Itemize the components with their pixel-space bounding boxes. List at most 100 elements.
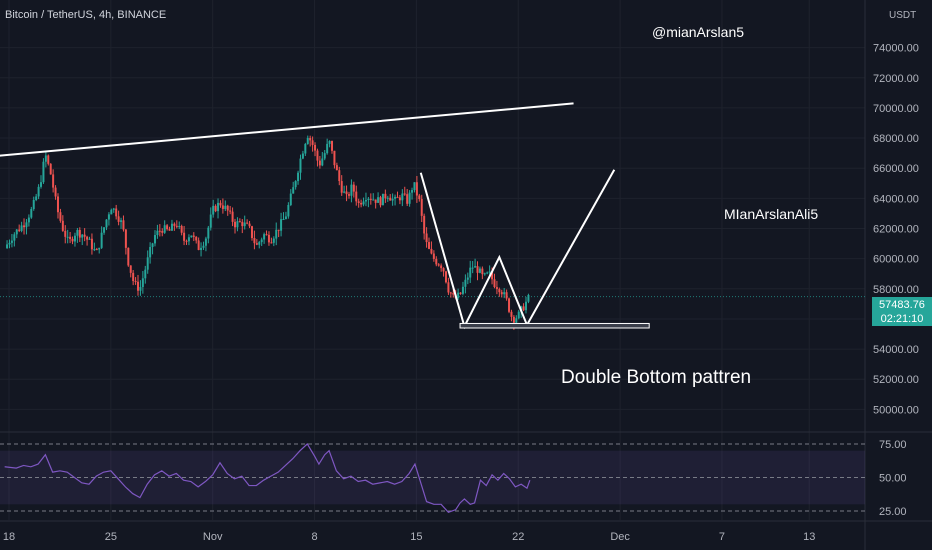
candle-body-53 [134, 281, 137, 283]
candle-body-186 [457, 292, 460, 299]
candle-body-27 [71, 238, 74, 242]
candle-body-6 [20, 225, 23, 231]
candle-body-147 [362, 201, 365, 205]
candle-body-101 [250, 226, 253, 239]
candle-body-213 [522, 306, 525, 311]
candle-body-174 [428, 242, 431, 249]
candle-body-83 [207, 227, 210, 239]
candle-body-104 [258, 242, 261, 245]
candle-body-173 [425, 233, 428, 243]
price-tick-label-2: 54000.00 [873, 344, 919, 356]
time-tick-label-5: 22 [512, 531, 524, 543]
price-tick-label-1: 52000.00 [873, 374, 919, 386]
candle-body-175 [430, 248, 433, 254]
candle-body-177 [435, 258, 438, 265]
candle-body-8 [25, 222, 28, 228]
candle-body-114 [282, 219, 285, 221]
time-tick-label-2: Nov [203, 531, 223, 543]
candle-body-149 [367, 198, 370, 201]
time-tick-label-1: 25 [105, 531, 117, 543]
price-tick-label-8: 66000.00 [873, 163, 919, 175]
candles [6, 135, 530, 330]
candle-body-7 [23, 225, 26, 228]
candle-body-65 [163, 225, 166, 233]
candle-body-204 [500, 292, 503, 295]
candle-body-44 [112, 208, 115, 210]
candle-body-4 [15, 229, 18, 235]
candle-body-74 [185, 240, 188, 242]
candle-body-50 [127, 247, 130, 266]
candle-body-121 [299, 158, 302, 173]
candle-body-132 [326, 143, 329, 154]
candle-body-210 [515, 318, 518, 323]
candle-body-117 [289, 193, 292, 206]
candle-countdown: 02:21:10 [880, 313, 924, 325]
candle-body-202 [495, 287, 498, 290]
candle-body-135 [333, 150, 336, 166]
candle-body-52 [132, 272, 135, 282]
candle-body-20 [54, 187, 57, 197]
candle-body-119 [294, 181, 297, 188]
candle-body-64 [161, 231, 164, 233]
candle-body-118 [292, 187, 295, 194]
time-tick-label-3: 8 [311, 531, 317, 543]
candle-body-116 [287, 205, 290, 217]
candle-body-25 [66, 236, 69, 238]
candle-body-51 [129, 265, 132, 273]
candle-body-90 [224, 205, 227, 209]
candle-body-124 [306, 138, 309, 144]
candle-body-37 [95, 249, 98, 251]
double-bottom-drawing [419, 169, 616, 330]
candle-body-128 [316, 150, 319, 161]
candle-body-190 [466, 277, 469, 280]
pattern-label: Double Bottom pattren [561, 367, 752, 388]
candle-body-115 [284, 216, 287, 220]
price-tick-label-0: 50000.00 [873, 404, 919, 416]
candle-body-85 [212, 205, 215, 215]
candle-body-179 [440, 265, 443, 269]
candle-body-207 [508, 298, 511, 312]
candle-body-109 [270, 242, 273, 244]
candle-body-200 [491, 271, 494, 280]
candle-body-159 [391, 198, 394, 201]
candle-body-133 [328, 141, 331, 144]
candle-body-145 [357, 201, 360, 203]
candle-body-23 [61, 220, 64, 231]
candle-body-195 [478, 268, 481, 273]
candle-body-141 [347, 194, 350, 196]
candle-body-209 [512, 316, 515, 323]
time-tick-label-0: 18 [3, 531, 15, 543]
candle-body-112 [277, 229, 280, 231]
price-axis-unit[interactable]: USDT [889, 10, 917, 21]
time-tick-label-6: Dec [610, 531, 630, 543]
candle-body-189 [464, 279, 467, 287]
candle-body-45 [115, 208, 118, 217]
candle-body-36 [93, 249, 96, 251]
candle-body-77 [192, 235, 195, 237]
candle-body-88 [219, 202, 222, 206]
candle-body-66 [166, 225, 169, 230]
candle-body-180 [442, 268, 445, 272]
rsi-band [0, 450, 865, 505]
candle-body-215 [527, 294, 530, 302]
candle-body-68 [170, 223, 173, 231]
candle-body-63 [158, 230, 161, 232]
candle-body-5 [18, 229, 21, 231]
candle-body-1 [8, 242, 11, 245]
candle-body-214 [525, 301, 528, 311]
candle-body-155 [381, 193, 384, 206]
candle-body-113 [280, 219, 283, 231]
rsi-tick-label-0: 25.00 [879, 506, 907, 518]
candle-body-100 [248, 223, 251, 227]
candle-body-54 [137, 281, 140, 291]
candle-body-187 [459, 292, 462, 294]
candle-body-143 [352, 184, 355, 192]
candle-body-167 [411, 190, 414, 193]
time-tick-label-4: 15 [410, 531, 422, 543]
candle-body-211 [517, 311, 520, 319]
candle-body-125 [309, 138, 312, 141]
rsi-line [4, 443, 531, 514]
candle-body-2 [10, 240, 13, 243]
